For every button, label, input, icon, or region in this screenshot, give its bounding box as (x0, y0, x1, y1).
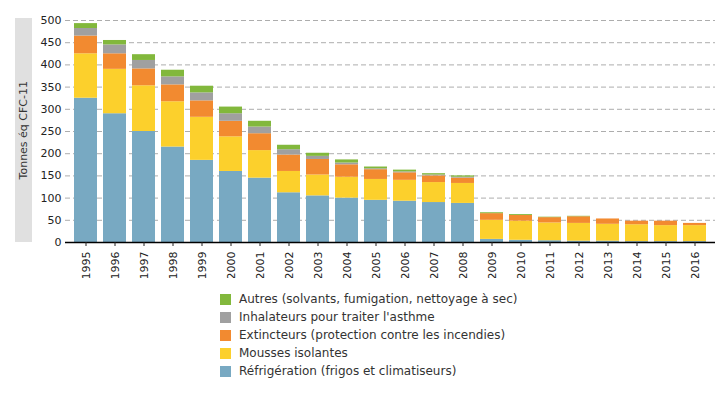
html-text:Tonnes éq CFC-11: Tonnes éq CFC-11 (17, 80, 30, 180)
svg-text:450: 450 (41, 36, 62, 49)
svg-text:350: 350 (41, 81, 62, 94)
svg-text:0: 0 (55, 236, 62, 249)
svg-text:2000: 2000 (225, 252, 238, 279)
svg-text:2007: 2007 (428, 252, 441, 279)
svg-text:50: 50 (48, 214, 62, 227)
svg-text:2001: 2001 (254, 252, 267, 279)
svg-text:2002: 2002 (283, 252, 296, 279)
svg-text:100: 100 (41, 192, 62, 205)
svg-text:2004: 2004 (341, 252, 354, 279)
svg-text:1996: 1996 (109, 252, 122, 279)
svg-text:200: 200 (41, 147, 62, 160)
svg-text:2008: 2008 (457, 252, 470, 279)
svg-text:2003: 2003 (312, 252, 325, 279)
svg-text:2005: 2005 (370, 252, 383, 279)
svg-text:1997: 1997 (138, 252, 151, 279)
svg-text:2013: 2013 (602, 252, 615, 279)
html-text:Extincteurs (protection contre: Extincteurs (protection contre les incen… (239, 328, 506, 342)
svg-text:500: 500 (41, 14, 62, 27)
svg-text:2014: 2014 (631, 252, 644, 279)
svg-text:400: 400 (41, 58, 62, 71)
svg-text:1995: 1995 (80, 252, 93, 279)
html-text:Inhalateurs pour traiter l'ast: Inhalateurs pour traiter l'asthme (239, 310, 435, 324)
html-text:Mousses isolantes: Mousses isolantes (239, 346, 348, 360)
svg-text:250: 250 (41, 125, 62, 138)
svg-text:1999: 1999 (196, 252, 209, 279)
svg-text:2006: 2006 (399, 252, 412, 279)
html-text:Réfrigération (frigos et clima: Réfrigération (frigos et climatiseurs) (239, 364, 457, 378)
svg-text:2010: 2010 (515, 252, 528, 279)
svg-text:300: 300 (41, 103, 62, 116)
svg-text:2012: 2012 (573, 252, 586, 279)
svg-text:2011: 2011 (544, 252, 557, 279)
svg-text:2015: 2015 (660, 252, 673, 279)
svg-text:2009: 2009 (486, 252, 499, 279)
svg-text:2016: 2016 (689, 252, 702, 279)
html-text:Autres (solvants, fumigation,: Autres (solvants, fumigation, nettoyage … (239, 292, 518, 306)
svg-text:150: 150 (41, 169, 62, 182)
svg-text:1998: 1998 (167, 252, 180, 279)
